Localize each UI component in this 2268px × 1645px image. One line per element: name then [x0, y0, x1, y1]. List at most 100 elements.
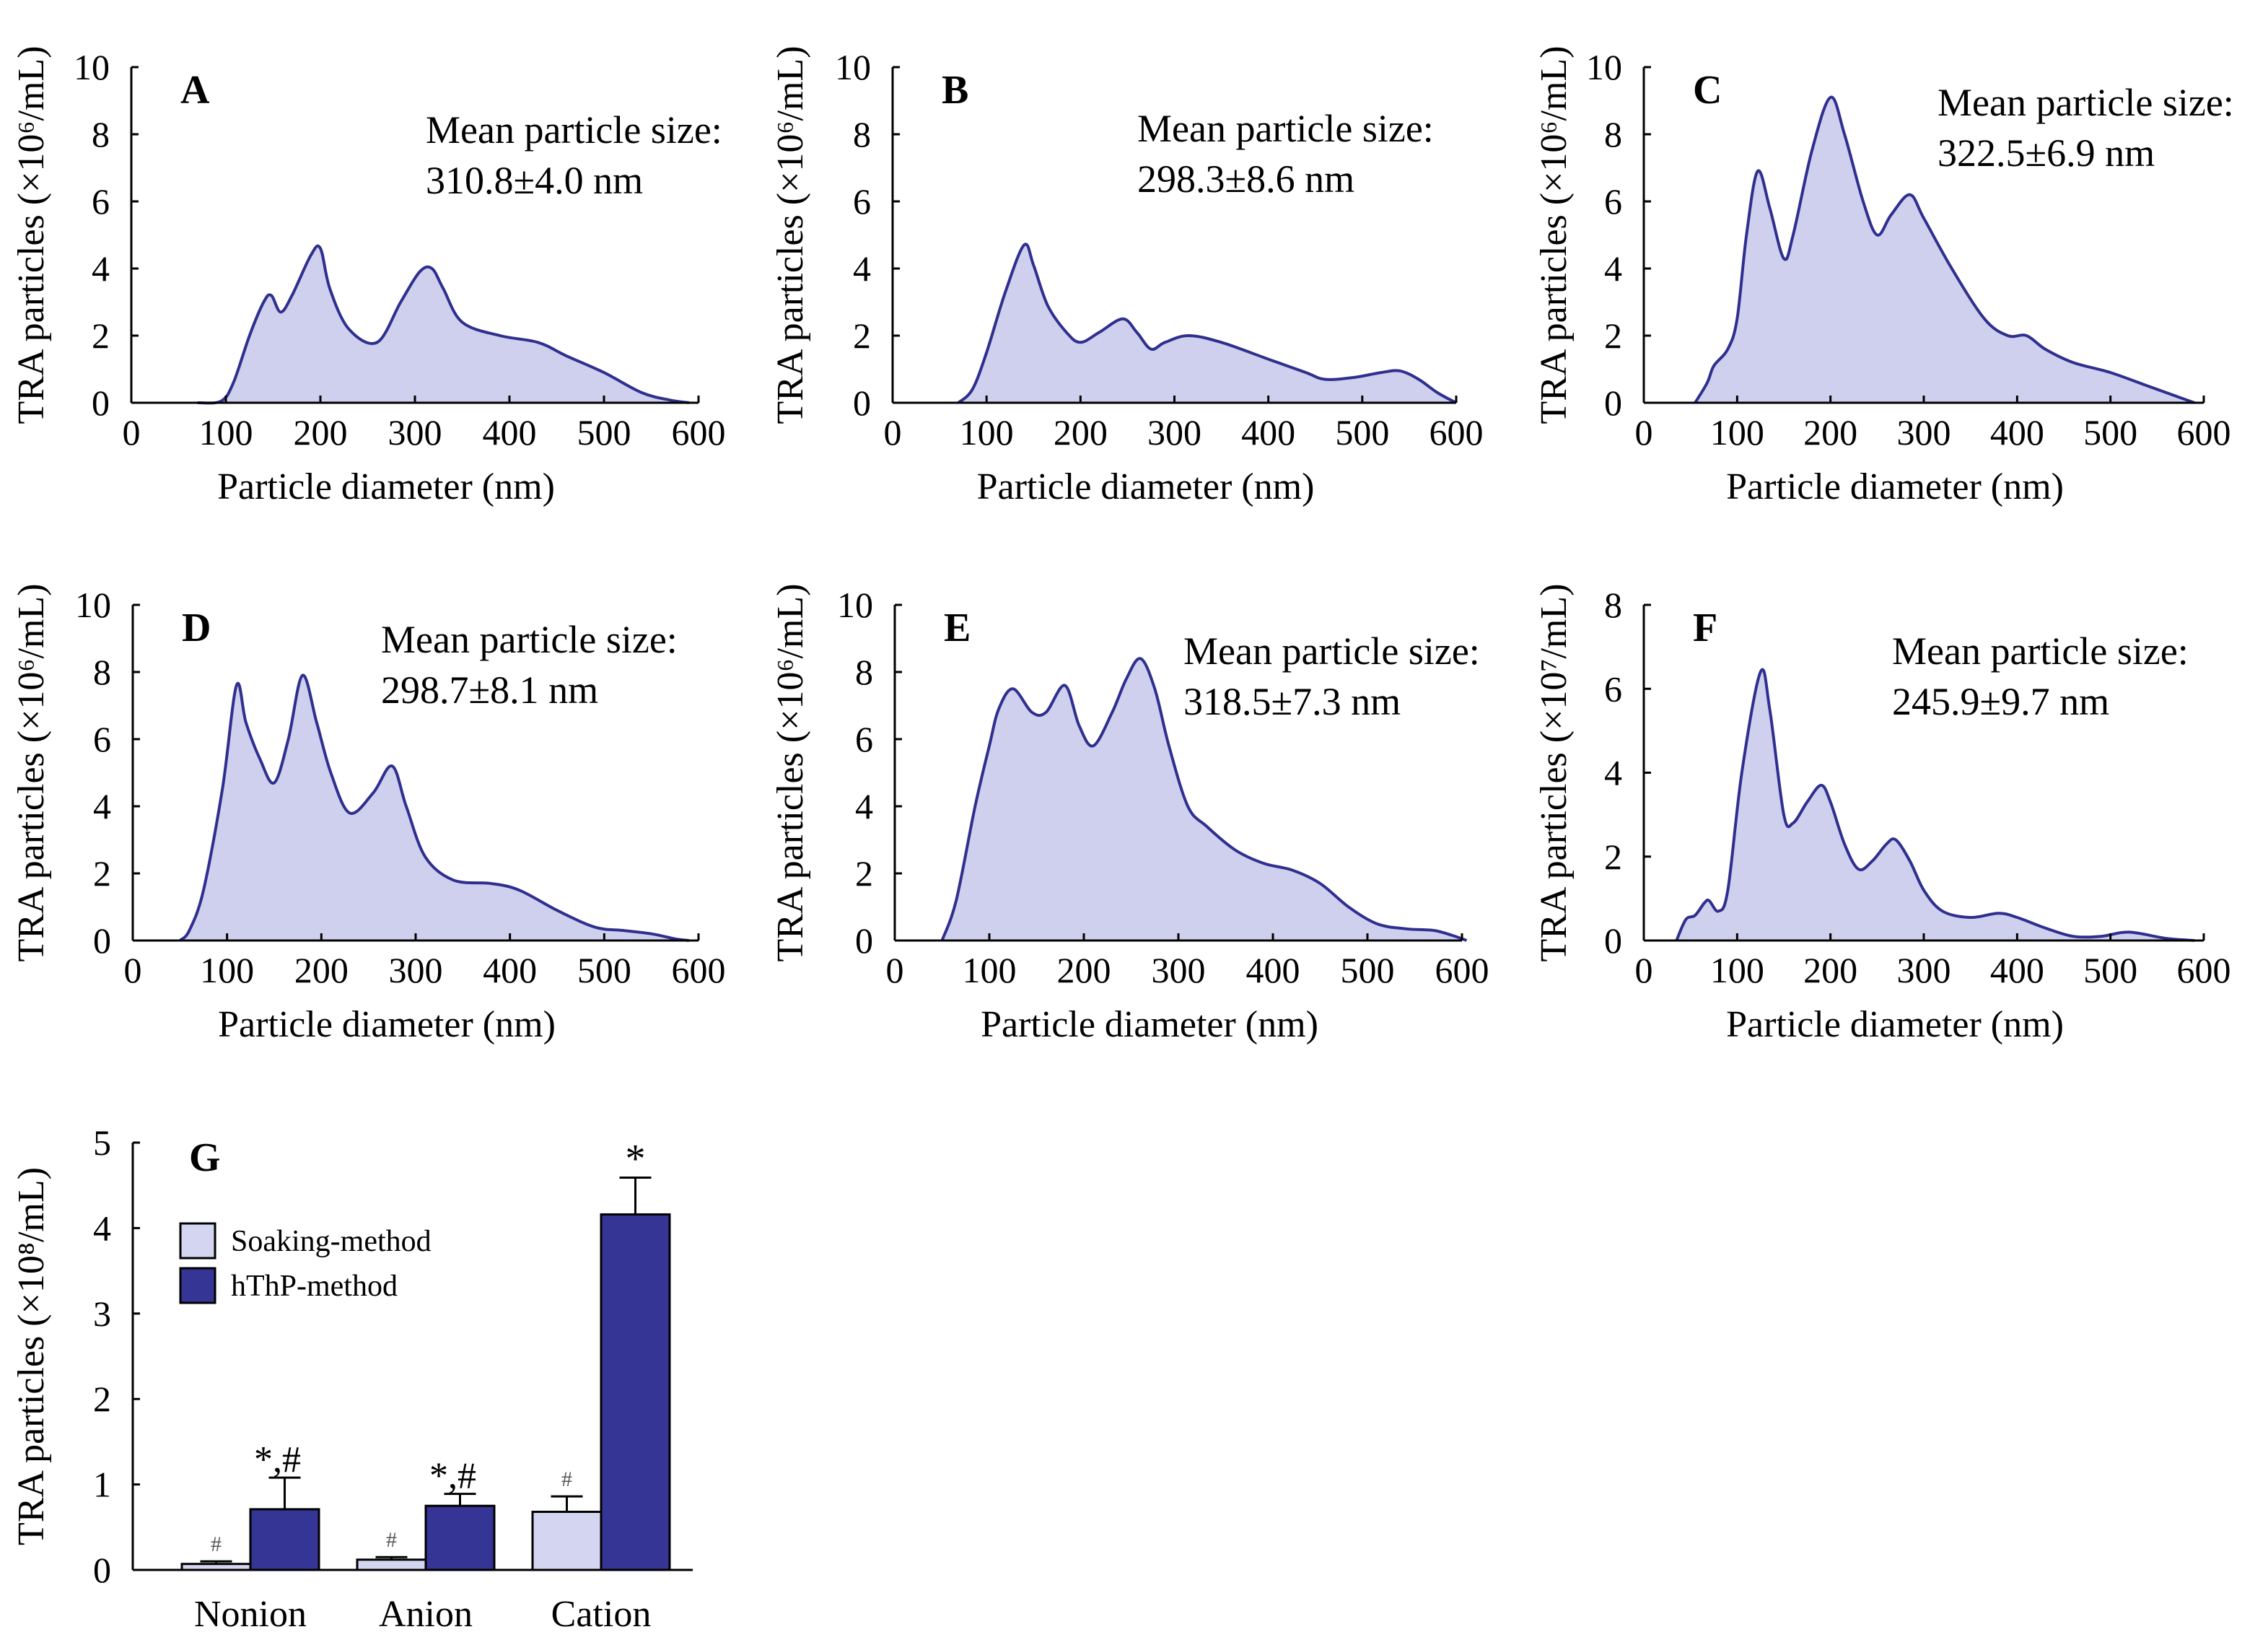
series-line: [197, 244, 690, 405]
chart-panel-f: 0 100 200 300 400 500 600 0 2 4 6 8 Particle diamete…: [1533, 583, 2231, 1045]
x-tick-label: 400: [483, 412, 537, 453]
y-tick-label: 10: [75, 585, 111, 625]
x-tick-label: 200: [1803, 412, 1857, 453]
x-tick-label: 400: [1990, 950, 2044, 990]
x-tick-label: 0: [1635, 412, 1653, 453]
legend-swatch: [179, 1267, 216, 1304]
mean-size-value: 322.5±6.9 nm: [1938, 131, 2155, 175]
x-tick-label: 200: [1803, 950, 1857, 990]
y-tick-label: 10: [74, 47, 110, 87]
x-tick-label: 200: [1057, 950, 1111, 990]
y-tick-label: 3: [93, 1293, 111, 1334]
panel-label: B: [942, 68, 968, 113]
x-tick-label: 200: [1054, 412, 1108, 453]
x-tick-label: 0: [1635, 950, 1653, 990]
panel-label: G: [189, 1135, 221, 1180]
y-axis-label: TRA particles (×10⁸/mL): [11, 1167, 52, 1545]
series-line: [178, 673, 690, 942]
area-fill: [1695, 97, 2195, 403]
series-line: [1675, 668, 2195, 942]
x-axis-label: Particle diameter (nm): [981, 1004, 1318, 1045]
x-tick-label: 100: [960, 412, 1014, 453]
panel-label: A: [180, 68, 210, 113]
category-label: Nonion: [194, 1594, 307, 1635]
y-tick-label: 4: [93, 786, 111, 826]
panel-label: F: [1693, 606, 1717, 650]
x-tick-label: 100: [1710, 950, 1764, 990]
x-tick-label: 500: [577, 412, 631, 453]
panel-label: C: [1693, 68, 1722, 113]
y-tick-label: 8: [93, 652, 111, 692]
x-axis-label: Particle diameter (nm): [217, 466, 555, 507]
y-tick-label: 10: [835, 47, 871, 87]
y-axis-label: TRA particles (×10⁶/mL): [1533, 45, 1575, 424]
y-tick-label: 4: [93, 1208, 111, 1248]
mean-size-label: Mean particle size:: [1938, 81, 2234, 124]
x-tick-label: 300: [1152, 950, 1206, 990]
area-fill: [197, 245, 689, 403]
bar: [249, 1508, 320, 1571]
area-fill: [942, 658, 1467, 941]
mean-size-value: 298.7±8.1 nm: [381, 668, 598, 712]
bar: [424, 1504, 496, 1571]
y-tick-label: 2: [1604, 315, 1622, 356]
x-tick-label: 600: [672, 412, 726, 453]
y-tick-label: 4: [853, 248, 871, 289]
y-tick-label: 4: [855, 786, 873, 826]
series-line: [1694, 95, 2195, 404]
area-fill: [180, 675, 689, 941]
y-tick-label: 10: [1586, 47, 1622, 87]
legend-label: Soaking-method: [231, 1225, 432, 1258]
y-tick-label: 0: [853, 383, 871, 423]
x-tick-label: 0: [886, 950, 904, 990]
y-tick-label: 6: [853, 181, 871, 222]
y-axis-label: TRA particles (×10⁶/mL): [770, 583, 811, 961]
x-tick-label: 500: [1341, 950, 1395, 990]
x-tick-label: 600: [1435, 950, 1489, 990]
x-tick-label: 500: [2083, 412, 2137, 453]
significance-mark: #: [386, 1528, 397, 1552]
y-tick-label: 2: [855, 853, 873, 894]
x-axis-label: Particle diameter (nm): [1726, 466, 2064, 507]
y-tick-label: 2: [1604, 837, 1622, 877]
panel-label: D: [182, 606, 211, 650]
bar: [531, 1510, 603, 1571]
mean-size-label: Mean particle size:: [1137, 107, 1434, 150]
significance-mark: *: [626, 1137, 646, 1182]
significance-mark: #: [561, 1467, 572, 1491]
series-line: [940, 657, 1468, 942]
chart-panel-d: 0 100 200 300 400 500 600 0 2 4 6 8 10 Particle diame…: [11, 583, 726, 1045]
significance-mark: *,#: [429, 1456, 476, 1497]
mean-size-value: 310.8±4.0 nm: [426, 159, 643, 202]
mean-size-label: Mean particle size:: [1183, 629, 1480, 673]
y-axis-label: TRA particles (×10⁶/mL): [11, 45, 52, 424]
y-tick-label: 4: [1604, 248, 1622, 289]
y-tick-label: 0: [1604, 920, 1622, 961]
chart-panel-c: 0 100 200 300 400 500 600 0 2 4 6 8 10 Particle diame…: [1533, 45, 2234, 507]
significance-mark: #: [211, 1532, 222, 1556]
y-tick-label: 8: [855, 652, 873, 692]
significance-mark: *,#: [254, 1439, 301, 1480]
mean-size-value: 245.9±9.7 nm: [1892, 680, 2109, 723]
y-axis-label: TRA particles (×10⁶/mL): [770, 45, 811, 424]
chart-panel-g: # *,# Nonion # *,# Anion # * Cation 0 1 2 3 4 5 TRA par…: [11, 1122, 693, 1635]
x-tick-label: 600: [1429, 412, 1484, 453]
x-tick-label: 100: [200, 950, 254, 990]
legend-swatch: [179, 1222, 216, 1260]
y-tick-label: 0: [855, 920, 873, 961]
y-tick-label: 2: [853, 315, 871, 356]
y-tick-label: 5: [93, 1122, 111, 1163]
x-axis-label: Particle diameter (nm): [1726, 1004, 2064, 1045]
y-tick-label: 6: [92, 181, 110, 222]
x-tick-label: 100: [963, 950, 1017, 990]
area-fill: [1676, 669, 2195, 941]
bar: [356, 1558, 427, 1571]
x-tick-label: 500: [1335, 412, 1389, 453]
x-tick-label: 400: [1246, 950, 1300, 990]
chart-panel-e: 0 100 200 300 400 500 600 0 2 4 6 8 10 Particle diame…: [770, 583, 1489, 1045]
y-tick-label: 0: [93, 920, 111, 961]
y-axis-label: TRA particles (×10⁶/mL): [11, 583, 52, 961]
mean-size-label: Mean particle size:: [381, 618, 678, 661]
x-tick-label: 300: [1897, 950, 1951, 990]
